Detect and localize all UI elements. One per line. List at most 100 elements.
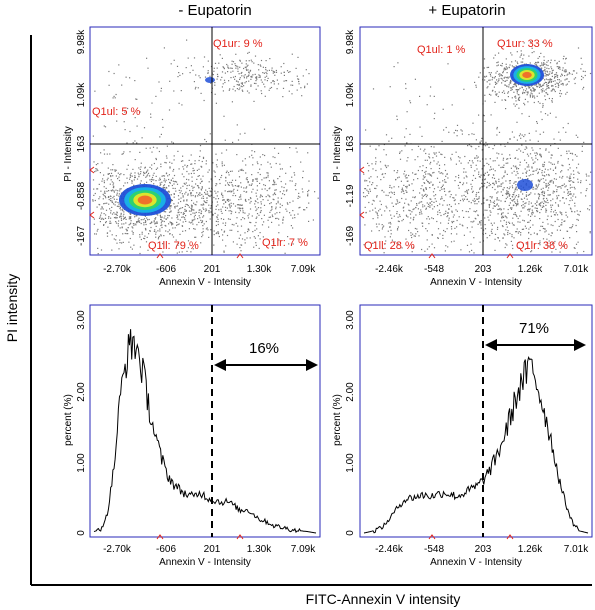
- event-dot: [573, 193, 575, 195]
- event-dot: [376, 176, 378, 178]
- event-dot: [558, 60, 560, 62]
- event-dot: [547, 184, 549, 186]
- event-dot: [256, 76, 258, 78]
- event-dot: [501, 65, 503, 67]
- event-dot: [530, 192, 532, 194]
- event-dot: [577, 213, 579, 215]
- event-dot: [541, 62, 543, 64]
- event-dot: [445, 210, 447, 212]
- event-dot: [551, 101, 553, 103]
- event-dot: [522, 58, 524, 60]
- event-dot: [194, 163, 196, 165]
- event-dot: [275, 162, 277, 165]
- event-dot: [515, 194, 517, 197]
- event-dot: [489, 169, 491, 171]
- event-dot: [519, 56, 521, 58]
- event-dot: [230, 71, 232, 73]
- event-dot: [295, 183, 297, 185]
- event-dot: [536, 84, 538, 86]
- event-dot: [516, 167, 518, 169]
- event-dot: [155, 158, 157, 161]
- event-dot: [131, 226, 133, 228]
- event-dot: [151, 164, 153, 166]
- event-dot: [555, 173, 557, 175]
- event-dot: [524, 205, 526, 207]
- event-dot: [119, 207, 121, 210]
- event-dot: [384, 243, 386, 245]
- event-dot: [308, 189, 310, 191]
- event-dot: [195, 204, 197, 206]
- event-dot: [425, 193, 427, 195]
- event-dot: [256, 189, 258, 191]
- event-dot: [253, 100, 255, 102]
- event-dot: [468, 144, 470, 146]
- event-dot: [510, 89, 512, 91]
- event-dot: [574, 82, 576, 85]
- event-dot: [494, 188, 496, 191]
- event-dot: [539, 153, 541, 155]
- event-dot: [255, 209, 257, 212]
- event-dot: [540, 111, 542, 113]
- event-dot: [118, 64, 120, 66]
- event-dot: [129, 174, 131, 176]
- event-dot: [420, 188, 422, 190]
- event-dot: [243, 85, 245, 87]
- event-dot: [106, 190, 108, 192]
- event-dot: [232, 61, 235, 63]
- event-dot: [426, 230, 428, 232]
- event-dot: [283, 186, 285, 189]
- event-dot: [568, 163, 570, 166]
- event-dot: [430, 174, 432, 176]
- event-dot: [438, 151, 440, 153]
- event-dot: [416, 228, 418, 230]
- event-dot: [552, 242, 554, 244]
- event-dot: [254, 55, 257, 57]
- event-dot: [525, 162, 528, 164]
- event-dot: [144, 172, 146, 174]
- event-dot: [241, 71, 243, 74]
- event-dot: [103, 218, 105, 220]
- event-dot: [475, 139, 477, 141]
- event-dot: [499, 207, 501, 210]
- event-dot: [483, 165, 485, 167]
- event-dot: [463, 194, 465, 196]
- event-dot: [104, 217, 107, 219]
- event-dot: [274, 193, 277, 196]
- event-dot: [536, 188, 538, 190]
- event-dot: [121, 227, 123, 229]
- event-dot: [162, 251, 164, 253]
- event-dot: [304, 87, 306, 89]
- event-dot: [240, 207, 242, 209]
- event-dot: [186, 39, 188, 41]
- event-dot: [194, 214, 196, 216]
- event-dot: [246, 179, 248, 181]
- event-dot: [440, 222, 442, 224]
- event-dot: [516, 92, 518, 94]
- event-dot: [566, 74, 568, 76]
- event-dot: [93, 188, 95, 190]
- event-dot: [165, 218, 167, 220]
- event-dot: [454, 199, 456, 201]
- event-dot: [409, 133, 411, 135]
- event-dot: [254, 73, 256, 75]
- event-dot: [423, 150, 425, 152]
- event-dot: [548, 184, 551, 186]
- event-dot: [431, 234, 433, 236]
- event-dot: [522, 193, 524, 195]
- event-dot: [556, 82, 558, 84]
- event-dot: [116, 214, 118, 216]
- event-dot: [198, 168, 200, 170]
- event-dot: [477, 223, 479, 225]
- event-dot: [565, 211, 567, 213]
- event-dot: [571, 153, 574, 155]
- event-dot: [562, 245, 565, 247]
- event-dot: [411, 236, 413, 239]
- event-dot: [505, 66, 507, 68]
- event-dot: [248, 213, 250, 215]
- event-dot: [397, 202, 399, 204]
- event-dot: [144, 166, 146, 168]
- event-dot: [511, 97, 513, 99]
- event-dot: [109, 195, 112, 197]
- event-dot: [306, 83, 308, 85]
- event-dot: [134, 117, 136, 119]
